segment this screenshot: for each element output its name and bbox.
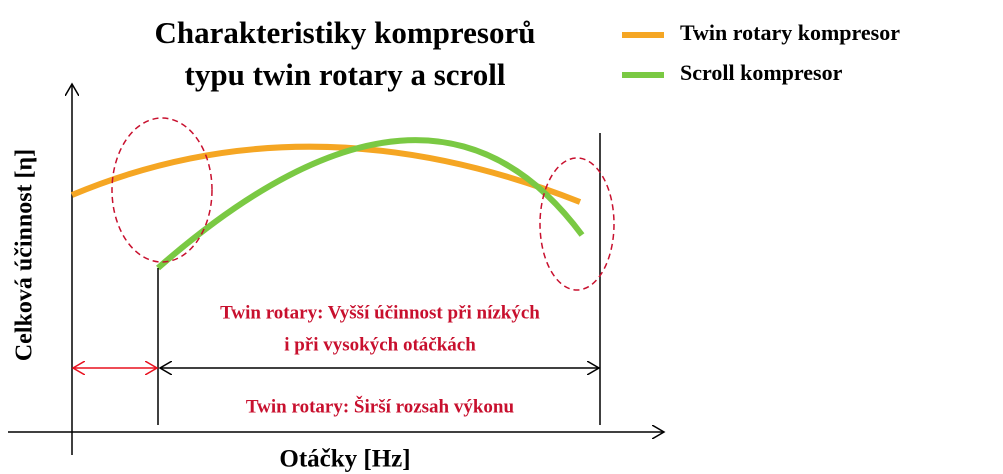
legend-label: Scroll kompresor xyxy=(680,60,843,85)
annotation: i při vysokých otáčkách xyxy=(284,334,476,355)
title-line: typu twin rotary a scroll xyxy=(185,57,506,92)
highlight-ellipse xyxy=(539,157,615,291)
annotation: Twin rotary: Širší rozsah výkonu xyxy=(246,395,515,417)
x-axis-label: Otáčky [Hz] xyxy=(279,446,410,473)
twin-rotary-curve xyxy=(70,143,582,205)
scroll-curve xyxy=(156,137,585,271)
title-line: Charakteristiky kompresorů xyxy=(155,15,536,50)
y-axis-label: Celková účinnost [η] xyxy=(12,149,38,361)
legend-label: Twin rotary kompresor xyxy=(680,20,900,45)
highlight-ellipse xyxy=(111,117,213,263)
annotation: Twin rotary: Vyšší účinnost při nízkých xyxy=(220,302,540,323)
